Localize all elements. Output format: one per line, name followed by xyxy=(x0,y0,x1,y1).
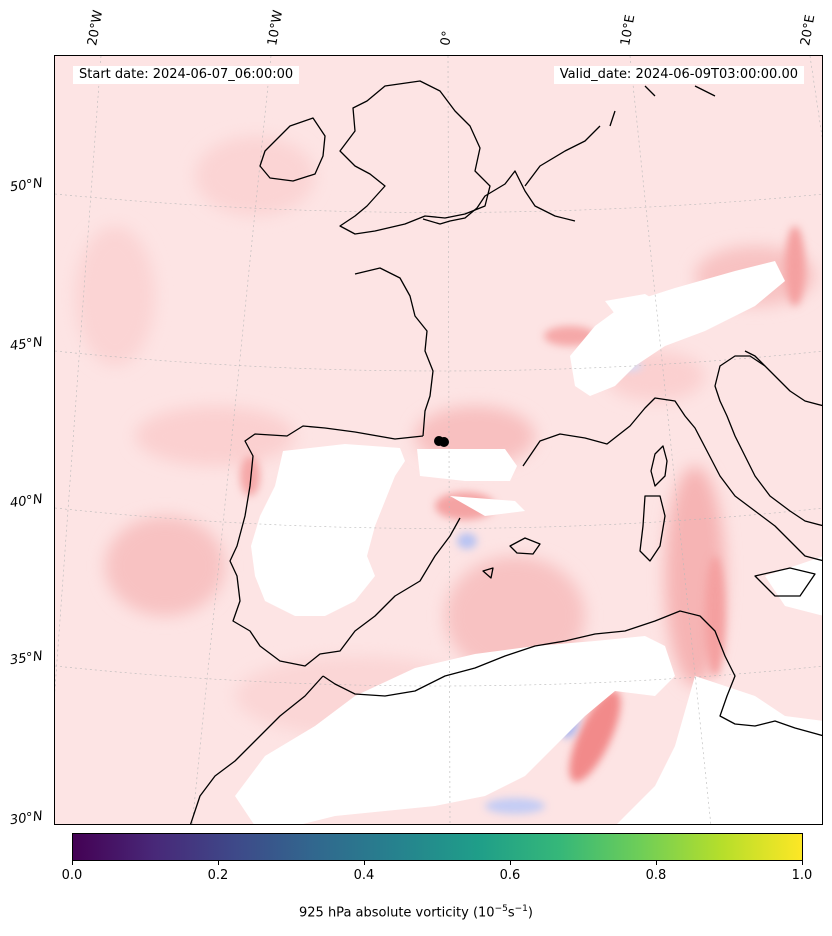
lat-label-35n: 35°N xyxy=(9,648,44,669)
colorbar-tick xyxy=(802,861,803,865)
colorbar-label-exp2: −1 xyxy=(514,904,528,914)
lon-label-20e: 20°E xyxy=(798,13,819,47)
lat-label-45n: 45°N xyxy=(9,334,44,355)
graticule xyxy=(55,56,822,824)
colorbar-label-prefix: 925 hPa absolute vorticity (10 xyxy=(299,905,495,921)
map-canvas xyxy=(55,56,822,824)
colorbar-tick xyxy=(510,861,511,865)
lon-label-10e: 10°E xyxy=(618,13,639,47)
colorbar-ticklabel-5: 1.0 xyxy=(791,868,813,883)
colorbar-ticklabel-0: 0.0 xyxy=(61,868,83,883)
vorticity-map: Start date: 2024-06-07_06:00:00 Valid_da… xyxy=(54,55,823,825)
start-date-label: Start date: 2024-06-07_06:00:00 xyxy=(73,66,300,84)
colorbar-label-suffix: ) xyxy=(527,905,533,921)
valid-date-label: Valid_date: 2024-06-09T03:00:00.00 xyxy=(553,66,804,84)
colorbar-ticklabel-3: 0.6 xyxy=(499,868,521,883)
colorbar-tick xyxy=(364,861,365,865)
colorbar-tick xyxy=(72,861,73,865)
colorbar-ticklabel-1: 0.2 xyxy=(207,868,229,883)
coastlines xyxy=(189,80,822,824)
lon-label-20w: 20°W xyxy=(85,9,107,48)
colorbar-label-mid: s xyxy=(507,905,515,921)
lat-label-40n: 40°N xyxy=(9,491,44,512)
lat-label-50n: 50°N xyxy=(9,175,44,196)
colorbar xyxy=(72,833,803,861)
colorbar-label: 925 hPa absolute vorticity (10−5s−1) xyxy=(0,904,832,920)
colorbar-ticklabel-2: 0.4 xyxy=(353,868,375,883)
colorbar-tick xyxy=(656,861,657,865)
lon-label-0: 0° xyxy=(438,29,456,47)
colorbar-label-exp1: −5 xyxy=(494,904,508,914)
storm-center-marker xyxy=(434,436,449,447)
colorbar-ticklabel-4: 0.8 xyxy=(645,868,667,883)
masked-terrain xyxy=(235,261,822,824)
lat-label-30n: 30°N xyxy=(9,808,44,829)
lon-label-10w: 10°W xyxy=(265,9,287,48)
colorbar-tick xyxy=(218,861,219,865)
